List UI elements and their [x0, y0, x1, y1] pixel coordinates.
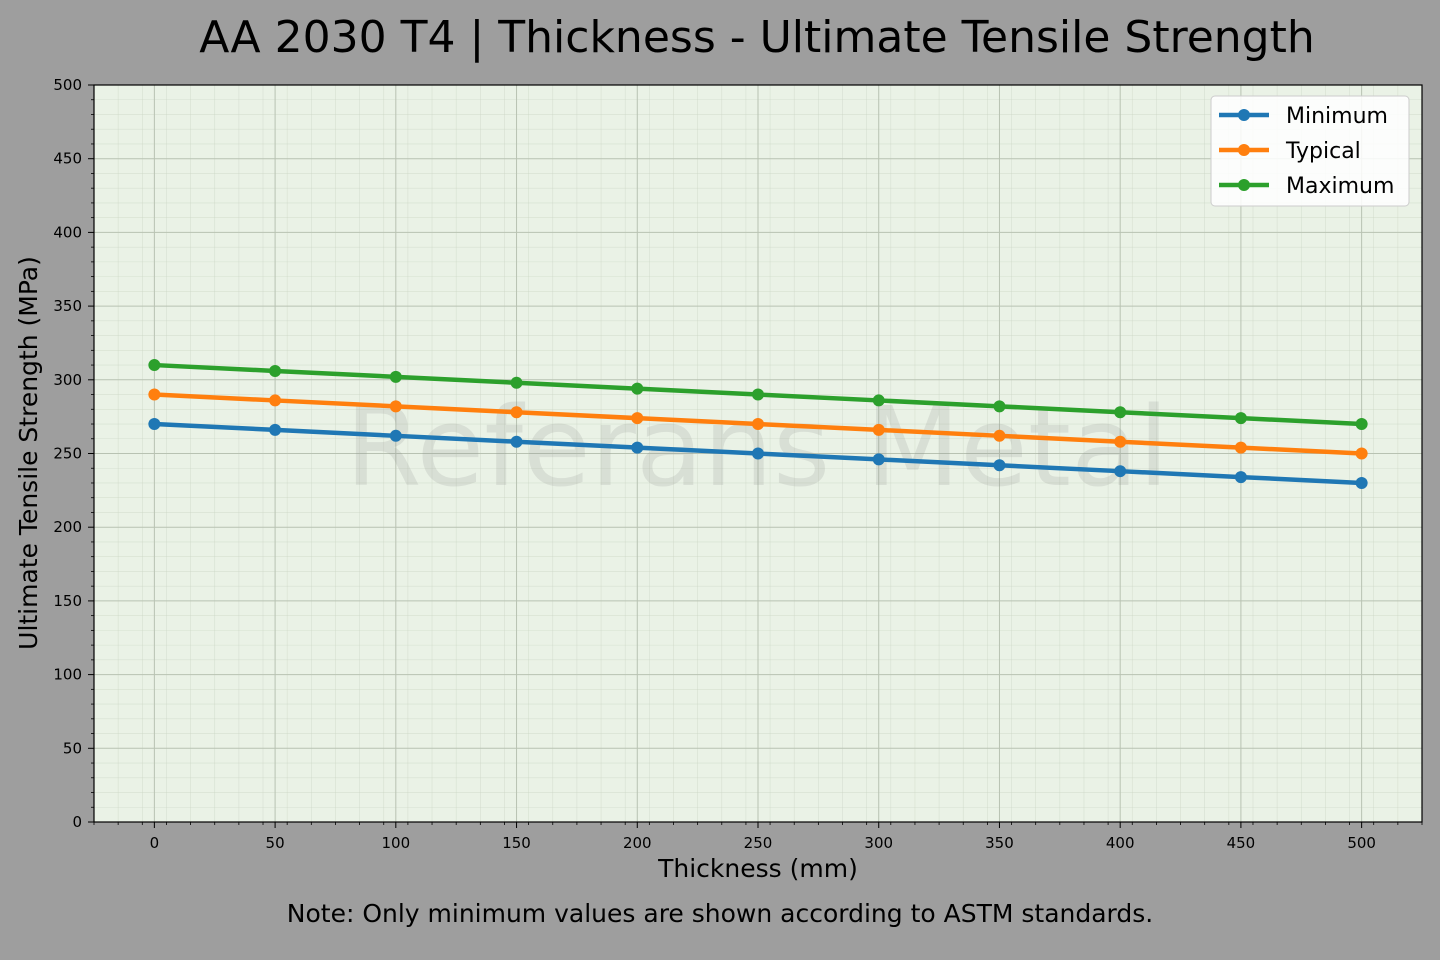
y-tick-label: 300 — [53, 371, 82, 389]
data-point — [510, 376, 523, 389]
chart-title: AA 2030 T4 | Thickness - Ultimate Tensil… — [199, 12, 1315, 63]
series-typical — [148, 388, 1368, 460]
y-tick-label: 450 — [53, 150, 82, 168]
data-point — [389, 370, 402, 383]
data-point — [993, 400, 1006, 413]
y-axis-label: Ultimate Tensile Strength (MPa) — [14, 256, 43, 650]
data-point — [1114, 465, 1127, 478]
legend-label: Typical — [1285, 139, 1361, 164]
data-point — [148, 359, 161, 372]
x-tick-label: 200 — [623, 834, 652, 852]
data-point — [752, 418, 764, 431]
data-point — [631, 412, 644, 425]
legend-item-maximum: Maximum — [1219, 174, 1394, 199]
data-point — [389, 400, 402, 413]
watermark: Referans Metal — [345, 383, 1169, 511]
x-tick-label: 150 — [502, 834, 531, 852]
x-tick-label: 0 — [150, 834, 160, 852]
x-tick-label: 50 — [266, 834, 285, 852]
data-point — [269, 423, 282, 436]
x-tick-label: 400 — [1106, 834, 1135, 852]
legend-item-minimum: Minimum — [1219, 104, 1388, 129]
x-tick-label: 100 — [381, 834, 410, 852]
data-point — [993, 429, 1006, 442]
data-point — [1234, 412, 1247, 425]
y-tick-label: 150 — [53, 592, 82, 610]
legend-box — [1210, 95, 1410, 207]
chart-note: Note: Only minimum values are shown acco… — [287, 899, 1153, 928]
data-point — [752, 388, 764, 401]
legend-item-typical: Typical — [1219, 139, 1361, 164]
x-tick-label: 450 — [1227, 834, 1256, 852]
data-point — [148, 388, 161, 401]
y-axis: 0 50 100 150 200 250 300 350 400 450 500 — [53, 76, 94, 831]
x-tick-label: 350 — [985, 834, 1014, 852]
data-point — [1355, 447, 1368, 460]
data-point — [269, 394, 282, 407]
legend-swatch-marker — [1238, 179, 1250, 191]
x-tick-label: 300 — [864, 834, 893, 852]
y-tick-label: 400 — [53, 223, 82, 241]
x-axis-label: Thickness (mm) — [657, 854, 858, 883]
y-tick-label: 100 — [53, 666, 82, 684]
data-point — [510, 435, 523, 448]
data-point — [1234, 471, 1247, 484]
series-group — [148, 359, 1368, 489]
legend: Minimum Typical Maximum — [1210, 95, 1410, 207]
data-point — [872, 423, 885, 436]
y-tick-label: 200 — [53, 518, 82, 536]
y-tick-label: 350 — [53, 297, 82, 315]
data-point — [631, 441, 644, 454]
data-point — [752, 447, 764, 460]
data-point — [1114, 435, 1127, 448]
data-point — [1114, 406, 1127, 419]
legend-label: Minimum — [1286, 104, 1388, 129]
data-point — [872, 453, 885, 466]
y-tick-label: 50 — [63, 739, 82, 757]
data-point — [1355, 476, 1368, 489]
y-tick-label: 0 — [72, 813, 82, 831]
data-point — [269, 364, 282, 377]
x-tick-label: 500 — [1347, 834, 1376, 852]
data-point — [993, 459, 1006, 472]
legend-swatch-marker — [1238, 109, 1250, 121]
data-point — [510, 406, 523, 419]
legend-swatch-marker — [1238, 144, 1250, 156]
series-minimum — [148, 418, 1368, 489]
x-tick-label: 250 — [744, 834, 773, 852]
data-point — [631, 382, 644, 395]
data-point — [1355, 418, 1368, 431]
data-point — [1234, 441, 1247, 454]
data-point — [148, 418, 161, 431]
series-maximum — [148, 359, 1368, 431]
data-point — [389, 429, 402, 442]
data-point — [872, 394, 885, 407]
y-tick-label: 250 — [53, 445, 82, 463]
x-axis: 0 50 100 150 200 250 300 350 400 450 500 — [93, 822, 1423, 852]
legend-label: Maximum — [1286, 174, 1394, 199]
y-tick-label: 500 — [53, 76, 82, 94]
